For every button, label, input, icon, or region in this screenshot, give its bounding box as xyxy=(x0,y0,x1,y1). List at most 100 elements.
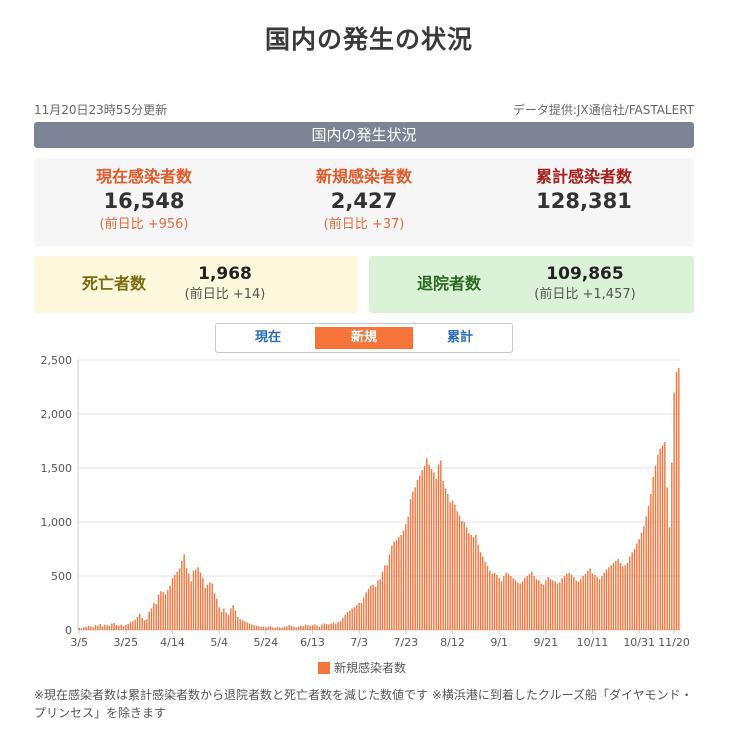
bar xyxy=(258,626,260,630)
bar xyxy=(85,626,87,630)
bar xyxy=(358,603,360,630)
bar xyxy=(379,579,381,630)
bar xyxy=(153,603,155,630)
bar xyxy=(393,541,395,630)
legend-swatch xyxy=(318,662,330,674)
bar xyxy=(202,578,204,630)
chart-legend[interactable]: 新規感染者数 xyxy=(318,659,406,676)
bar xyxy=(304,624,307,630)
bar xyxy=(328,624,330,630)
x-tick-label: 9/1 xyxy=(490,636,508,649)
bar xyxy=(332,622,335,630)
y-tick-label: 2,000 xyxy=(41,408,73,421)
bar xyxy=(356,605,358,630)
bar xyxy=(113,622,115,630)
bar xyxy=(645,516,647,630)
bar xyxy=(610,565,612,630)
bar xyxy=(335,623,337,630)
bar xyxy=(316,625,318,630)
bar xyxy=(402,530,405,630)
bar xyxy=(192,570,195,630)
bar xyxy=(125,625,127,630)
bar xyxy=(204,587,206,630)
bar xyxy=(209,582,211,630)
bar xyxy=(470,534,472,630)
bar xyxy=(195,569,197,630)
bar xyxy=(251,624,253,630)
deaths-value: 1,968 xyxy=(198,264,252,284)
bar xyxy=(139,613,141,630)
bar xyxy=(659,448,661,630)
bar xyxy=(514,580,517,630)
bar xyxy=(496,574,498,630)
bar xyxy=(349,610,351,630)
bar xyxy=(365,592,367,630)
bar xyxy=(461,520,463,630)
y-tick-label: 2,500 xyxy=(41,354,73,367)
bar xyxy=(104,624,106,630)
bar xyxy=(353,607,356,630)
bar xyxy=(484,561,486,630)
tab-new[interactable]: 新規 xyxy=(315,327,413,349)
recovered-panel: 退院者数 109,865 (前日比 +1,457) xyxy=(369,256,694,313)
bar xyxy=(533,576,535,630)
bar xyxy=(381,571,384,630)
chart-mode-tabs: 現在 新規 累計 xyxy=(215,323,513,353)
stat-current: 現在感染者数 16,548 (前日比 +956) xyxy=(34,166,254,236)
bar xyxy=(388,554,391,630)
bar xyxy=(456,511,458,630)
bar xyxy=(178,568,181,630)
bar xyxy=(668,527,671,630)
x-tick-label: 11/20 xyxy=(658,636,690,649)
bar xyxy=(83,627,85,630)
bar xyxy=(160,591,162,630)
bar xyxy=(248,623,251,630)
bar xyxy=(384,565,386,630)
bar xyxy=(477,544,479,630)
bar xyxy=(566,573,568,630)
bar xyxy=(260,626,262,630)
tab-current[interactable]: 現在 xyxy=(254,330,281,345)
bar xyxy=(493,572,496,630)
bar xyxy=(409,499,412,630)
stat-current-label: 現在感染者数 xyxy=(95,167,192,186)
bar xyxy=(223,608,225,630)
bar xyxy=(633,549,636,630)
bar xyxy=(475,534,477,630)
stats-panel: 現在感染者数 16,548 (前日比 +956) 新規感染者数 2,427 (前… xyxy=(34,158,694,246)
bar xyxy=(276,626,279,630)
y-tick-label: 0 xyxy=(65,624,72,637)
bar xyxy=(517,582,519,630)
bar xyxy=(622,566,624,630)
bar xyxy=(267,626,269,630)
x-tick-label: 10/31 xyxy=(623,636,655,649)
bar xyxy=(374,586,377,630)
stat-new-diff: (前日比 +37) xyxy=(323,217,405,232)
bar xyxy=(591,573,594,630)
bar xyxy=(143,620,146,630)
bar xyxy=(337,621,339,630)
bar xyxy=(127,624,129,630)
x-tick-label: 7/23 xyxy=(393,636,418,649)
bar xyxy=(288,625,290,630)
bar xyxy=(279,627,281,630)
bar xyxy=(323,623,325,630)
bar xyxy=(232,605,234,630)
stat-total-value: 128,381 xyxy=(536,189,632,213)
bar xyxy=(561,578,563,630)
bar xyxy=(181,560,183,630)
x-tick-label: 4/14 xyxy=(160,636,185,649)
bar xyxy=(321,624,323,630)
x-tick-label: 9/21 xyxy=(533,636,558,649)
bar xyxy=(421,470,423,630)
bar xyxy=(582,576,584,630)
tab-total[interactable]: 累計 xyxy=(446,330,473,345)
bar xyxy=(486,566,489,630)
bar xyxy=(155,604,157,630)
bar xyxy=(255,625,258,630)
bar xyxy=(87,625,90,630)
bar xyxy=(272,627,274,630)
bar xyxy=(162,592,164,630)
bar xyxy=(416,479,419,630)
stat-new-value: 2,427 xyxy=(330,189,398,213)
